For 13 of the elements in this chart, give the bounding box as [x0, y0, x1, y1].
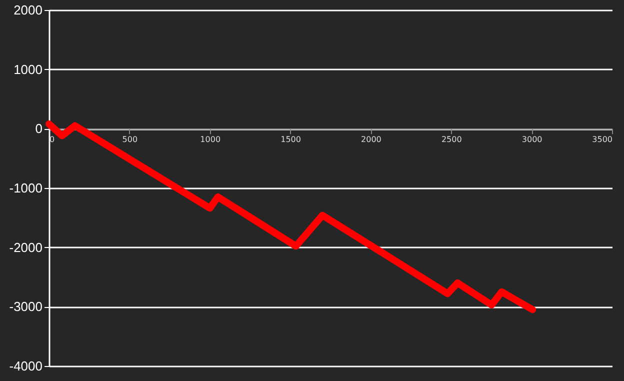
x-tick-label: 1500 — [280, 135, 301, 144]
y-tick-label: -2000 — [9, 240, 42, 255]
y-tick-label: -1000 — [9, 180, 42, 196]
x-tick-label: 2000 — [361, 135, 382, 144]
y-tick-label: 1000 — [14, 62, 42, 77]
y-tick-label: 2000 — [14, 2, 42, 18]
x-tick-label: 1000 — [200, 135, 221, 144]
y-tick-label: -4000 — [9, 358, 42, 374]
x-tick-label: 3000 — [522, 135, 542, 144]
x-tick-label: 500 — [122, 135, 138, 144]
x-tick-label: 3500 — [592, 135, 612, 144]
y-tick-label: -3000 — [9, 299, 42, 314]
x-tick-label: 2500 — [441, 135, 462, 144]
